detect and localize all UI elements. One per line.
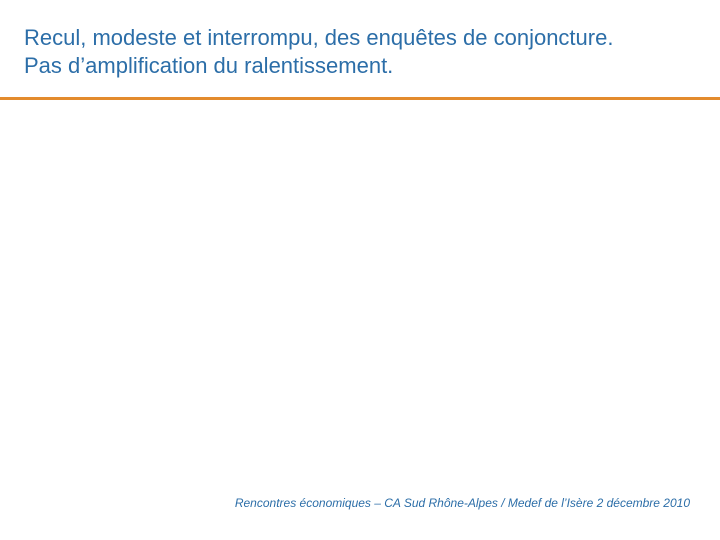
title-divider <box>0 97 720 100</box>
slide-title: Recul, modeste et interrompu, des enquêt… <box>24 24 696 79</box>
slide-footer: Rencontres économiques – CA Sud Rhône-Al… <box>0 496 690 510</box>
title-line-2: Pas d’amplification du ralentissement. <box>24 52 696 80</box>
title-line-1: Recul, modeste et interrompu, des enquêt… <box>24 24 696 52</box>
slide: Recul, modeste et interrompu, des enquêt… <box>0 0 720 540</box>
